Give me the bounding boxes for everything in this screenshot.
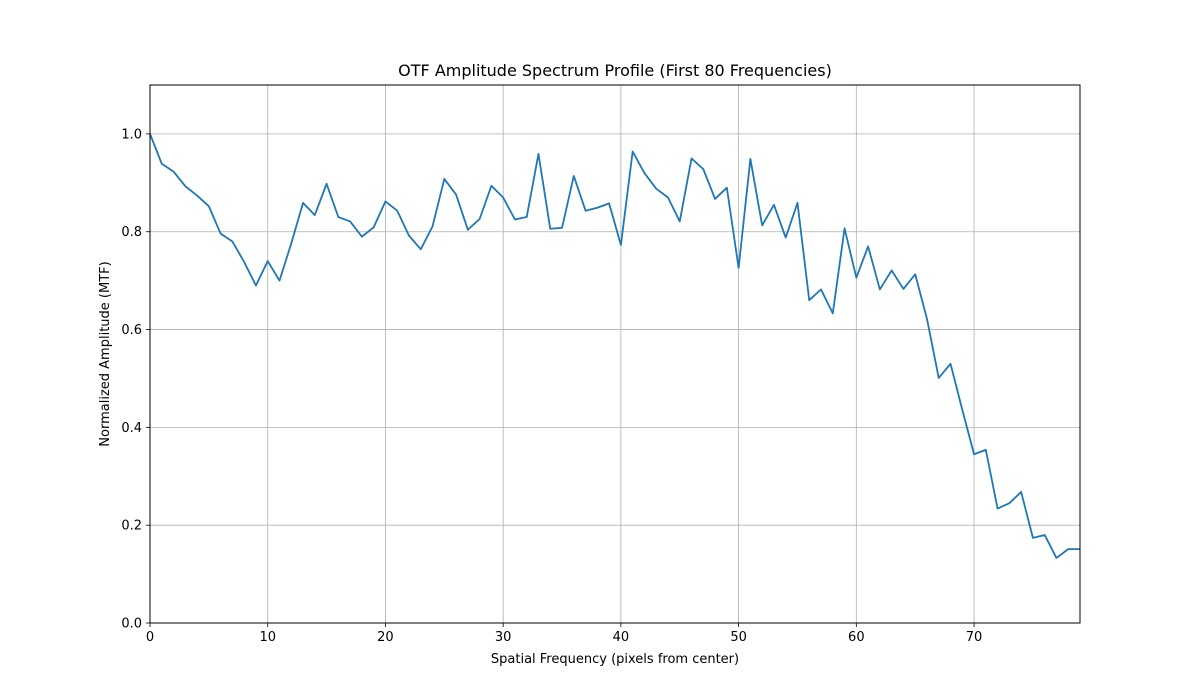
y-axis-label: Normalized Amplitude (MTF) — [98, 261, 113, 446]
x-axis-ticks: 0 10 20 30 40 50 60 70 — [146, 623, 982, 645]
x-axis-label: Spatial Frequency (pixels from center) — [491, 652, 739, 667]
x-tick-label: 10 — [259, 630, 276, 645]
x-tick-label: 60 — [848, 630, 865, 645]
x-tick-label: 40 — [613, 630, 630, 645]
x-tick-label: 20 — [377, 630, 394, 645]
y-tick-label: 0.6 — [121, 323, 142, 338]
axes-frame — [149, 84, 1081, 624]
x-tick-label: 0 — [146, 630, 154, 645]
y-tick-label: 0.2 — [121, 519, 142, 534]
grid — [149, 85, 1080, 624]
y-tick-label: 0.8 — [121, 225, 142, 240]
plot-area — [149, 133, 1080, 559]
x-tick-label: 70 — [966, 630, 983, 645]
y-tick-label: 0.0 — [121, 617, 142, 632]
y-axis-ticks: 0.0 0.2 0.4 0.6 0.8 1.0 — [121, 127, 150, 632]
x-tick-label: 50 — [730, 630, 747, 645]
chart-title: OTF Amplitude Spectrum Profile (First 80… — [398, 61, 832, 80]
y-tick-label: 1.0 — [121, 127, 142, 142]
series-line — [149, 133, 1080, 559]
x-tick-label: 30 — [495, 630, 512, 645]
y-tick-label: 0.4 — [121, 421, 142, 436]
